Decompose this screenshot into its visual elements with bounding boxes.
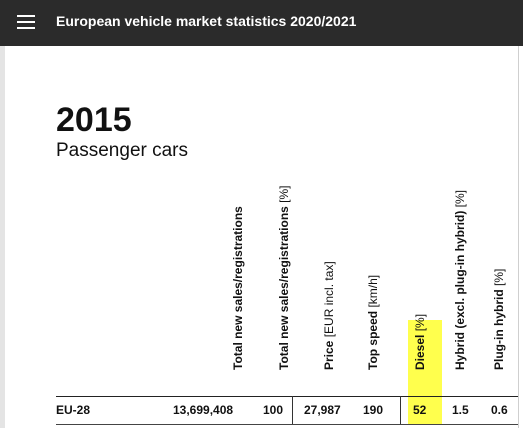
app-header: European vehicle market statistics 2020/… bbox=[0, 0, 523, 46]
page-edge-divider bbox=[518, 46, 519, 428]
diesel-column-highlight bbox=[408, 320, 442, 425]
page-subtitle: Passenger cars bbox=[56, 140, 189, 161]
app-title: European vehicle market statistics 2020/… bbox=[56, 13, 357, 29]
page-year-heading: 2015 bbox=[56, 101, 132, 139]
hamburger-menu-icon[interactable] bbox=[17, 14, 35, 30]
left-gutter bbox=[0, 46, 5, 428]
column-divider bbox=[400, 396, 401, 424]
cell-price: 27,987 bbox=[304, 403, 341, 417]
cell-plugin-hybrid: 0.6 bbox=[491, 403, 508, 417]
cell-hybrid: 1.5 bbox=[452, 403, 469, 417]
cell-top-speed: 190 bbox=[363, 403, 384, 417]
table-row-bottom-border bbox=[56, 424, 518, 425]
row-label: EU-28 bbox=[56, 403, 91, 417]
cell-diesel: 52 bbox=[413, 403, 427, 417]
cell-total-sales: 13,699,408 bbox=[173, 403, 234, 417]
cell-total-sales-pct: 100 bbox=[263, 403, 284, 417]
column-divider bbox=[292, 396, 293, 424]
table-row-top-border bbox=[56, 396, 518, 397]
